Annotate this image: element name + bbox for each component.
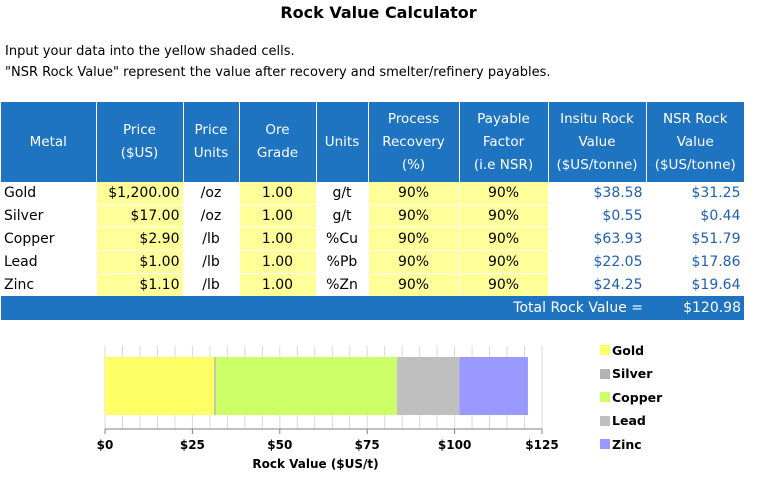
x-tick-label: $100: [438, 438, 471, 452]
bar-segment-gold: [105, 357, 215, 415]
grade-input[interactable]: 1.00: [239, 227, 317, 251]
bar-segment-silver: [214, 357, 216, 415]
header-insitu: Insitu Rock Value ($US/tonne): [548, 102, 647, 182]
total-value: $120.98: [646, 296, 744, 320]
metal-cell: Gold: [1, 182, 97, 205]
units-cell: %Cu: [316, 227, 369, 251]
price-units-cell: /oz: [183, 204, 240, 228]
legend-swatch: [600, 415, 610, 426]
recovery-input[interactable]: 90%: [368, 273, 460, 296]
total-label: Total Rock Value =: [1, 296, 646, 320]
table-row: Zinc $1.10 /lb 1.00 %Zn 90% 90% $24.25 $…: [1, 273, 745, 296]
units-cell: %Zn: [316, 273, 369, 296]
legend-item-zinc: Zinc: [600, 436, 662, 452]
payable-input[interactable]: 90%: [459, 204, 549, 228]
legend-item-gold: Gold: [600, 342, 662, 358]
price-input[interactable]: $1.10: [96, 273, 184, 296]
legend-label: Zinc: [612, 436, 642, 452]
legend-swatch: [600, 345, 610, 355]
price-input[interactable]: $2.90: [96, 227, 184, 251]
units-cell: g/t: [316, 182, 369, 205]
payable-input[interactable]: 90%: [459, 273, 549, 296]
x-tick-label: $125: [525, 438, 558, 452]
metal-cell: Copper: [1, 227, 97, 251]
table-row: Copper $2.90 /lb 1.00 %Cu 90% 90% $63.93…: [1, 227, 745, 251]
price-input[interactable]: $1,200.00: [96, 182, 184, 205]
price-input[interactable]: $17.00: [96, 204, 184, 228]
metal-cell: Lead: [1, 250, 97, 274]
legend-label: Copper: [612, 389, 663, 405]
insitu-value-cell: $22.05: [548, 250, 647, 274]
recovery-input[interactable]: 90%: [368, 204, 460, 228]
legend-label: Gold: [612, 342, 645, 358]
nsr-value-cell: $17.86: [646, 250, 745, 274]
instruction-line-2: "NSR Rock Value" represent the value aft…: [5, 65, 551, 80]
legend-label: Silver: [612, 366, 653, 382]
nsr-value-cell: $19.64: [646, 273, 745, 296]
table-row: Silver $17.00 /oz 1.00 g/t 90% 90% $0.55…: [1, 204, 745, 228]
header-price: Price ($US): [96, 102, 184, 182]
x-axis-label: Rock Value ($US/t): [252, 457, 378, 471]
x-tick-label: $0: [97, 438, 114, 452]
price-units-cell: /lb: [183, 250, 240, 274]
payable-input[interactable]: 90%: [459, 182, 549, 205]
legend-swatch: [600, 439, 610, 450]
nsr-value-cell: $51.79: [646, 227, 745, 251]
legend-swatch: [600, 392, 610, 403]
bar-segment-zinc: [459, 357, 528, 415]
instruction-line-1: Input your data into the yellow shaded c…: [5, 44, 295, 59]
bar-segment-copper: [215, 357, 397, 415]
price-units-cell: /lb: [183, 227, 240, 251]
header-row: Metal Price ($US) Price Units Ore Grade Uni…: [1, 102, 744, 182]
insitu-value-cell: $24.25: [548, 273, 647, 296]
units-cell: g/t: [316, 204, 369, 228]
x-tick-label: $25: [180, 438, 205, 452]
insitu-value-cell: $38.58: [548, 182, 647, 205]
nsr-value-cell: $0.44: [646, 204, 745, 228]
x-tick-label: $50: [267, 438, 292, 452]
payable-input[interactable]: 90%: [459, 250, 549, 274]
header-metal: Metal: [1, 102, 97, 182]
price-units-cell: /lb: [183, 273, 240, 296]
header-nsr: NSR Rock Value ($US/tonne): [646, 102, 744, 182]
recovery-input[interactable]: 90%: [368, 227, 460, 251]
rock-value-chart: $0 $25 $50 $75 $100 $125 Rock Value ($US/t): [97, 346, 559, 471]
recovery-input[interactable]: 90%: [368, 250, 460, 274]
insitu-value-cell: $63.93: [548, 227, 647, 251]
metal-cell: Silver: [1, 204, 97, 228]
header-units: Units: [316, 102, 369, 182]
legend-item-lead: Lead: [600, 413, 662, 429]
header-recovery: Process Recovery (%): [368, 102, 460, 182]
price-units-cell: /oz: [183, 182, 240, 205]
grade-input[interactable]: 1.00: [239, 204, 317, 228]
insitu-value-cell: $0.55: [548, 204, 647, 228]
header-ore-grade: Ore Grade: [239, 102, 317, 182]
bar-segment-lead: [396, 357, 460, 415]
legend-item-silver: Silver: [600, 366, 662, 382]
nsr-value-cell: $31.25: [646, 182, 745, 205]
calculator-table: Metal Price ($US) Price Units Ore Grade Uni…: [1, 102, 745, 320]
grade-input[interactable]: 1.00: [239, 250, 317, 274]
header-price-units: Price Units: [183, 102, 240, 182]
legend-label: Lead: [612, 413, 646, 429]
chart-legend: Gold Silver Copper Lead Zinc: [600, 342, 663, 462]
payable-input[interactable]: 90%: [459, 227, 549, 251]
table-row: Gold $1,200.00 /oz 1.00 g/t 90% 90% $38.…: [1, 182, 745, 205]
total-row: Total Rock Value = $120.98: [1, 296, 744, 320]
x-tick-label: $75: [355, 438, 380, 452]
recovery-input[interactable]: 90%: [368, 182, 460, 205]
legend-swatch: [600, 368, 610, 379]
page-title: Rock Value Calculator: [280, 3, 477, 22]
metal-cell: Zinc: [1, 273, 97, 296]
header-payable: Payable Factor (i.e NSR): [459, 102, 549, 182]
units-cell: %Pb: [316, 250, 369, 274]
grade-input[interactable]: 1.00: [239, 273, 317, 296]
grade-input[interactable]: 1.00: [239, 182, 317, 205]
legend-item-copper: Copper: [600, 389, 663, 405]
table-row: Lead $1.00 /lb 1.00 %Pb 90% 90% $22.05 $…: [1, 250, 745, 274]
price-input[interactable]: $1.00: [96, 250, 184, 274]
